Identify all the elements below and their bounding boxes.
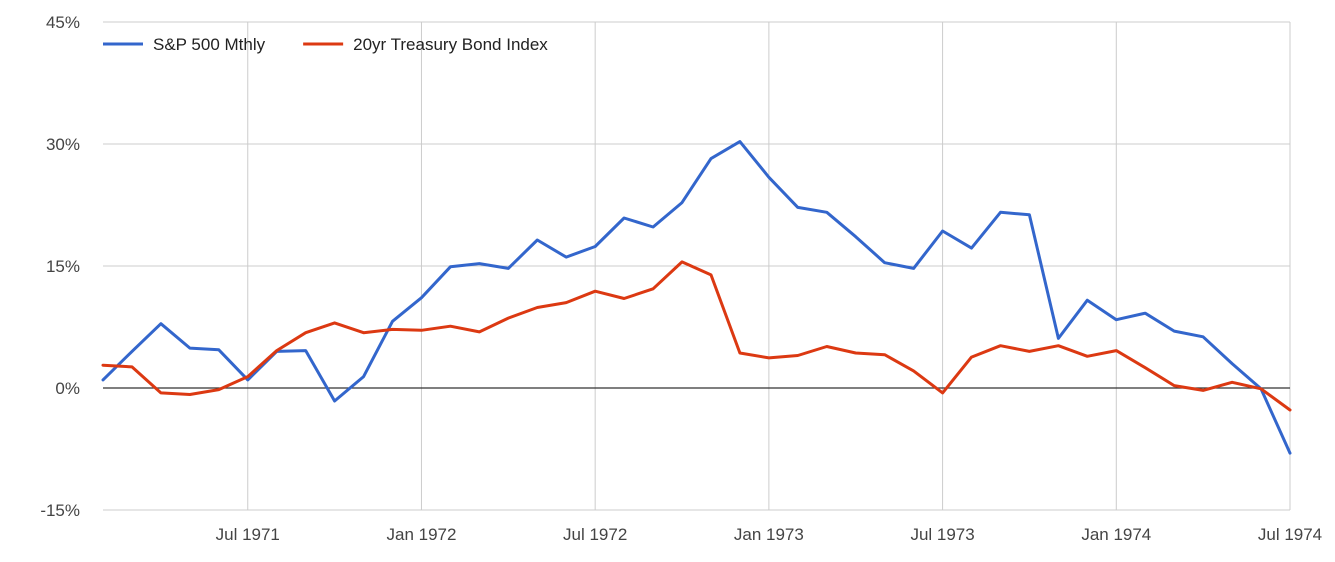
x-tick-label: Jul 1972 — [563, 525, 627, 544]
x-tick-label: Jan 1974 — [1081, 525, 1151, 544]
y-tick-label: 45% — [46, 13, 80, 32]
x-tick-label: Jul 1974 — [1258, 525, 1322, 544]
series-lines — [101, 140, 1292, 455]
y-tick-label: -15% — [40, 501, 80, 520]
y-tick-label: 30% — [46, 135, 80, 154]
x-tick-label: Jul 1973 — [910, 525, 974, 544]
x-tick-label: Jul 1971 — [216, 525, 280, 544]
x-tick-label: Jan 1973 — [734, 525, 804, 544]
series-line-s-p-500-mthly — [101, 140, 1292, 455]
grid — [103, 21, 1291, 511]
x-axis-ticks: Jul 1971 Jan 1972 Jul 1972 Jan 1973 Jul 1973… — [216, 525, 1323, 544]
legend-label-20yr-treasury-bond-index: 20yr Treasury Bond Index — [353, 35, 548, 54]
y-tick-label: 15% — [46, 257, 80, 276]
y-tick-label: 0% — [55, 379, 80, 398]
legend: S&P 500 Mthly 20yr Treasury Bond Index — [103, 35, 548, 54]
series-line-20yr-treasury-bond-index — [101, 260, 1292, 412]
legend-label-s-p-500-mthly: S&P 500 Mthly — [153, 35, 266, 54]
y-axis-ticks: 45% 30% 15% 0% -15% — [40, 13, 80, 520]
x-tick-label: Jan 1972 — [386, 525, 456, 544]
